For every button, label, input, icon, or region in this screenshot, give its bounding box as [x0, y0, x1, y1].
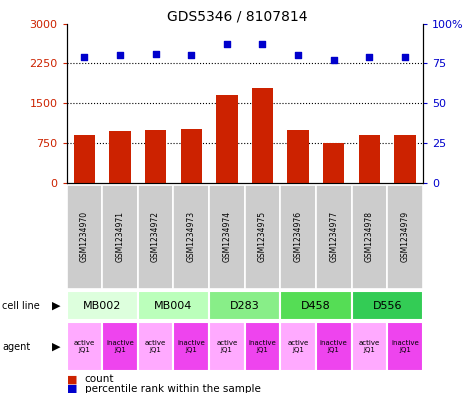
Text: GSM1234978: GSM1234978 — [365, 211, 374, 262]
Bar — [109, 131, 131, 183]
Text: GSM1234976: GSM1234976 — [294, 211, 303, 263]
Bar — [209, 185, 245, 289]
Bar — [394, 135, 416, 183]
Bar — [209, 322, 245, 371]
Point — [152, 51, 160, 57]
Text: ■: ■ — [66, 374, 77, 384]
Bar — [280, 291, 352, 320]
Text: MB004: MB004 — [154, 301, 192, 310]
Point — [366, 54, 373, 60]
Text: GSM1234973: GSM1234973 — [187, 211, 196, 263]
Point — [330, 57, 337, 63]
Bar — [245, 185, 280, 289]
Bar — [352, 322, 387, 371]
Point — [80, 54, 88, 60]
Bar — [173, 185, 209, 289]
Text: inactive
JQ1: inactive JQ1 — [106, 340, 134, 353]
Bar — [66, 322, 102, 371]
Text: active
JQ1: active JQ1 — [216, 340, 238, 353]
Point — [258, 41, 266, 48]
Text: GSM1234971: GSM1234971 — [115, 211, 124, 262]
Text: inactive
JQ1: inactive JQ1 — [248, 340, 276, 353]
Text: active
JQ1: active JQ1 — [287, 340, 309, 353]
Text: active
JQ1: active JQ1 — [145, 340, 166, 353]
Text: active
JQ1: active JQ1 — [74, 340, 95, 353]
Text: ■: ■ — [66, 384, 77, 393]
Bar — [209, 291, 280, 320]
Text: GSM1234979: GSM1234979 — [400, 211, 409, 263]
Bar — [316, 322, 352, 371]
Text: ▶: ▶ — [52, 301, 60, 310]
Text: GSM1234977: GSM1234977 — [329, 211, 338, 263]
Text: active
JQ1: active JQ1 — [359, 340, 380, 353]
Text: GSM1234970: GSM1234970 — [80, 211, 89, 263]
Text: GSM1234975: GSM1234975 — [258, 211, 267, 263]
Text: MB002: MB002 — [83, 301, 121, 310]
Bar — [245, 322, 280, 371]
Bar — [280, 185, 316, 289]
Point — [187, 52, 195, 59]
Bar — [66, 185, 102, 289]
Bar — [102, 185, 138, 289]
Bar — [287, 130, 309, 183]
Bar — [252, 88, 273, 183]
Bar — [145, 130, 166, 183]
Bar — [66, 291, 138, 320]
Text: inactive
JQ1: inactive JQ1 — [320, 340, 348, 353]
Text: inactive
JQ1: inactive JQ1 — [177, 340, 205, 353]
Bar — [138, 291, 209, 320]
Text: count: count — [85, 374, 114, 384]
Bar — [138, 185, 173, 289]
Bar — [102, 322, 138, 371]
Point — [401, 54, 408, 60]
Point — [223, 41, 231, 48]
Bar — [173, 322, 209, 371]
Point — [294, 52, 302, 59]
Text: inactive
JQ1: inactive JQ1 — [391, 340, 419, 353]
Text: percentile rank within the sample: percentile rank within the sample — [85, 384, 260, 393]
Bar — [323, 143, 344, 183]
Bar — [352, 291, 423, 320]
Text: D556: D556 — [372, 301, 402, 310]
Text: ▶: ▶ — [52, 342, 60, 352]
Bar — [387, 185, 423, 289]
Point — [116, 52, 124, 59]
Text: GDS5346 / 8107814: GDS5346 / 8107814 — [167, 10, 308, 24]
Bar — [316, 185, 352, 289]
Text: D458: D458 — [301, 301, 331, 310]
Text: agent: agent — [2, 342, 30, 352]
Bar — [180, 129, 202, 183]
Bar — [359, 135, 380, 183]
Text: GSM1234974: GSM1234974 — [222, 211, 231, 263]
Bar — [138, 322, 173, 371]
Bar — [387, 322, 423, 371]
Text: D283: D283 — [230, 301, 259, 310]
Bar — [216, 95, 238, 183]
Text: cell line: cell line — [2, 301, 40, 310]
Bar — [352, 185, 387, 289]
Text: GSM1234972: GSM1234972 — [151, 211, 160, 262]
Bar — [74, 135, 95, 183]
Bar — [280, 322, 316, 371]
